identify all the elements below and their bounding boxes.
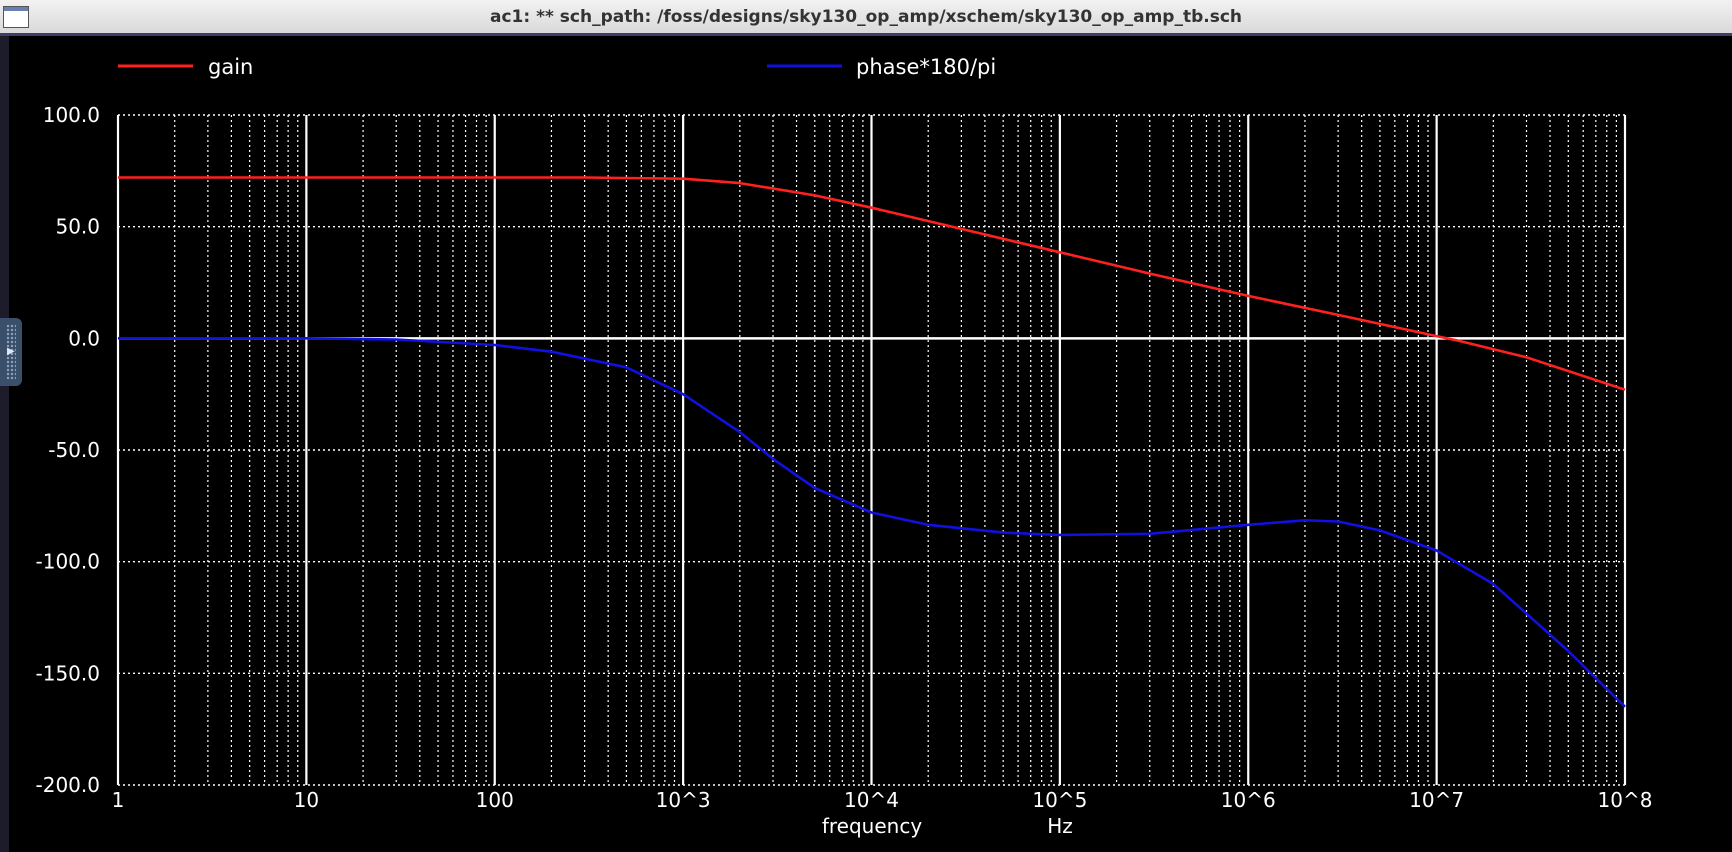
plot-grid [116,114,1627,786]
x-axis-unit: Hz [1047,814,1073,838]
window-menu-icon[interactable] [3,6,29,28]
x-tick-label: 10^6 [1221,788,1276,812]
legend-label: phase*180/pi [856,55,996,79]
grip-dots-icon [6,324,16,380]
window-title: ac1: ** sch_path: /foss/designs/sky130_o… [489,7,1243,27]
legend: gain phase*180/pi [118,55,996,79]
x-tick-label: 10^7 [1409,788,1464,812]
series-line [118,176,1626,391]
x-tick-label: 10 [294,788,319,812]
side-panel-handle[interactable]: ▶ [0,318,22,386]
y-tick-label: 0.0 [68,326,100,350]
plot-axes: 100.0 50.0 0.0 -50.0 -100.0 -150.0 -200.0 1 10 10… [36,103,1653,812]
waveform-plot[interactable]: 100.0 50.0 0.0 -50.0 -100.0 -150.0 -200.0 1 10 10… [0,36,1732,852]
left-border [0,36,9,852]
plot-curves [118,176,1626,708]
x-tick-label: 10^5 [1032,788,1087,812]
x-tick-label: 10^4 [844,788,899,812]
legend-label: gain [208,55,253,79]
y-tick-label: -150.0 [36,661,100,685]
y-tick-label: -100.0 [36,550,100,574]
window-title-bar[interactable]: ac1: ** sch_path: /foss/designs/sky130_o… [0,0,1732,36]
x-tick-label: 10^3 [656,788,711,812]
y-tick-label: -50.0 [48,438,100,462]
series-line [118,337,1626,708]
x-axis-label: frequency [822,814,922,838]
expand-arrow-icon: ▶ [7,346,15,357]
y-tick-label: -200.0 [36,773,100,797]
y-tick-label: 100.0 [43,103,100,127]
y-tick-label: 50.0 [55,215,100,239]
x-tick-label: 10^8 [1598,788,1653,812]
x-tick-label: 100 [476,788,514,812]
x-tick-label: 1 [112,788,125,812]
